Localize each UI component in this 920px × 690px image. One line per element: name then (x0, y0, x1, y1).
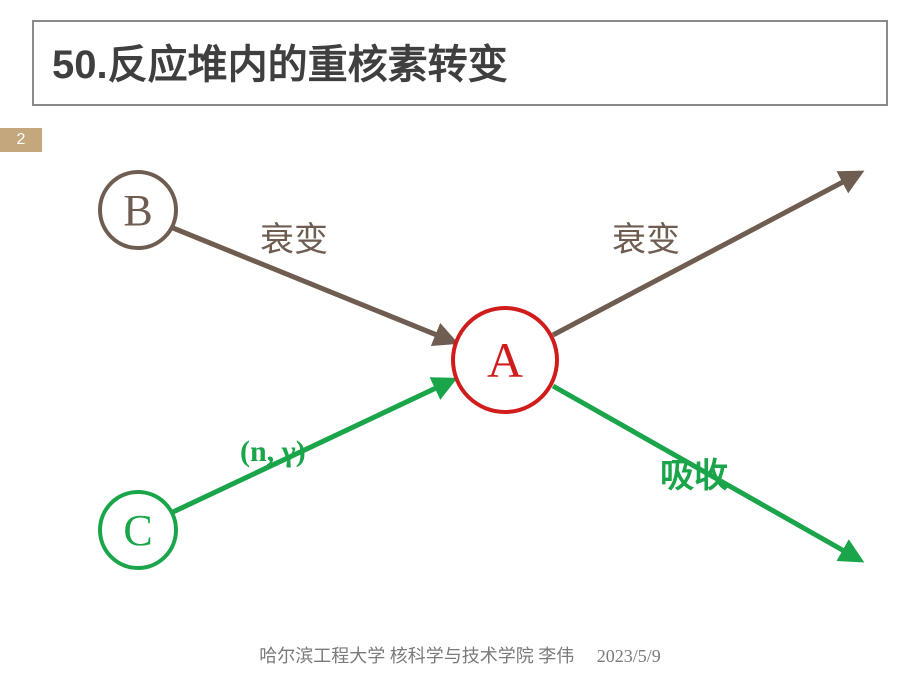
page-number-tab: 2 (0, 128, 42, 152)
page-number: 2 (17, 131, 26, 148)
node-C: C (98, 490, 178, 570)
node-A: A (451, 306, 559, 414)
edge (553, 173, 860, 335)
footer-date: 2023/5/9 (597, 646, 661, 666)
page-title: 50.反应堆内的重核素转变 (52, 43, 508, 87)
edge (173, 380, 453, 512)
node-B: B (98, 170, 178, 250)
footer-institution: 哈尔滨工程大学 核科学与技术学院 李伟 (259, 646, 574, 666)
footer: 哈尔滨工程大学 核科学与技术学院 李伟 2023/5/9 (0, 642, 920, 668)
edge-label: (n, γ) (240, 435, 306, 469)
title-box: 50.反应堆内的重核素转变 (32, 20, 888, 106)
diagram-area: A B C 衰变 衰变 (n, γ) 吸收 (0, 150, 920, 620)
edge-label: 吸收 (660, 448, 728, 497)
edge-label: 衰变 (612, 212, 680, 261)
edge-label: 衰变 (260, 212, 328, 261)
